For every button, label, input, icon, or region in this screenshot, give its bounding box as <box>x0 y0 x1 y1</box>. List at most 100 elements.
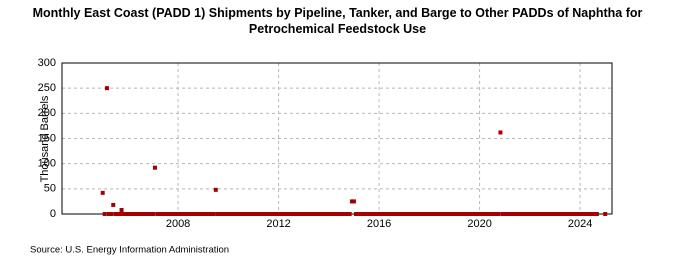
data-point <box>419 212 424 216</box>
data-point <box>492 212 497 216</box>
data-point <box>603 212 608 216</box>
data-point <box>469 212 474 216</box>
data-point <box>312 212 317 216</box>
data-point <box>180 212 185 216</box>
data-point <box>228 212 233 216</box>
data-point <box>305 212 310 216</box>
data-point <box>571 212 576 216</box>
data-point <box>460 212 465 216</box>
data-point <box>132 212 137 216</box>
data-point <box>249 212 254 216</box>
data-point <box>381 212 386 216</box>
data-point <box>534 212 539 216</box>
data-point <box>138 212 143 216</box>
data-point <box>471 212 476 216</box>
data-point <box>115 212 120 216</box>
data-point <box>358 212 363 216</box>
data-point <box>272 212 277 216</box>
data-point <box>515 212 520 216</box>
data-point <box>307 212 312 216</box>
data-point <box>456 212 461 216</box>
data-point <box>337 212 342 216</box>
data-point <box>349 199 354 204</box>
data-point <box>517 212 522 216</box>
data-point <box>356 212 361 216</box>
data-point <box>341 212 346 216</box>
data-point <box>444 212 449 216</box>
data-point <box>590 212 595 216</box>
data-point <box>199 212 204 216</box>
data-point <box>178 212 183 216</box>
data-point <box>458 212 463 216</box>
data-point <box>576 212 581 216</box>
data-point <box>165 212 170 216</box>
data-point <box>331 212 336 216</box>
data-point <box>435 212 440 216</box>
data-point <box>157 212 162 216</box>
data-point <box>303 212 308 216</box>
data-point <box>496 212 501 216</box>
data-point <box>345 212 350 216</box>
data-point <box>230 212 235 216</box>
data-point <box>328 212 333 216</box>
data-point <box>161 212 166 216</box>
data-point <box>544 212 549 216</box>
data-point <box>448 212 453 216</box>
data-point <box>565 212 570 216</box>
data-point <box>391 212 396 216</box>
data-point <box>567 212 572 216</box>
x-tick-label: 2012 <box>266 218 290 230</box>
data-point <box>552 212 557 216</box>
data-point <box>127 212 132 216</box>
data-point <box>406 212 411 216</box>
data-point <box>259 212 264 216</box>
data-point <box>333 212 338 216</box>
data-point <box>416 212 421 216</box>
data-point <box>134 212 139 216</box>
data-point <box>397 212 402 216</box>
data-point <box>506 212 511 216</box>
y-tick-label: 0 <box>50 208 56 220</box>
data-point <box>289 212 294 216</box>
data-point <box>186 212 191 216</box>
data-point <box>169 212 174 216</box>
data-point <box>511 212 516 216</box>
data-point <box>262 212 267 216</box>
data-point <box>339 212 344 216</box>
data-point <box>554 212 559 216</box>
data-point <box>297 212 302 216</box>
data-point <box>171 212 176 216</box>
chart-title: Monthly East Coast (PADD 1) Shipments by… <box>32 6 643 36</box>
data-point <box>387 212 392 216</box>
data-point <box>481 212 486 216</box>
data-point <box>404 212 409 216</box>
data-point <box>203 212 208 216</box>
data-point <box>446 212 451 216</box>
data-point <box>559 212 564 216</box>
y-tick-label: 50 <box>44 183 56 195</box>
data-point <box>270 212 275 216</box>
data-point <box>119 207 124 212</box>
data-point <box>218 212 223 216</box>
data-point <box>293 212 298 216</box>
data-point <box>117 212 122 216</box>
data-point <box>370 212 375 216</box>
data-point <box>410 212 415 216</box>
data-point <box>243 212 248 216</box>
data-point <box>494 212 499 216</box>
data-point <box>475 212 480 216</box>
data-point <box>521 212 526 216</box>
data-point <box>301 212 306 216</box>
data-point <box>375 212 380 216</box>
data-point <box>400 212 405 216</box>
data-point <box>427 212 432 216</box>
data-point <box>412 212 417 216</box>
data-point <box>490 212 495 216</box>
data-point <box>314 212 319 216</box>
data-point <box>450 212 455 216</box>
data-point <box>167 212 172 216</box>
data-point <box>573 212 578 216</box>
data-point <box>234 212 239 216</box>
data-point <box>194 212 199 216</box>
y-tick-label: 150 <box>38 132 56 144</box>
